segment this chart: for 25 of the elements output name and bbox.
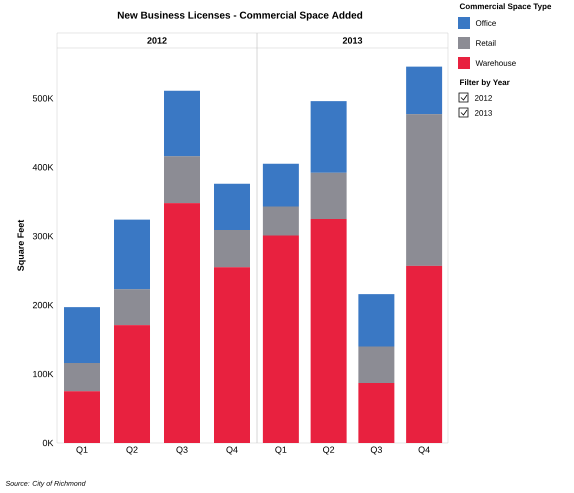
x-tick-label: Q3 <box>370 446 382 454</box>
text: 2013 <box>474 110 492 116</box>
x-tick-label: Q3 <box>176 446 188 454</box>
text: Filter by Year <box>460 79 510 87</box>
y-tick-label: 500K <box>32 95 54 102</box>
x-tick-label: Q4 <box>418 446 430 454</box>
y-tick-label: 200K <box>32 302 54 308</box>
y-tick-label: 300K <box>32 232 54 240</box>
x-tick-label: Q2 <box>126 446 138 454</box>
x-tick-label: Q4 <box>226 446 238 454</box>
y-tick-label: 100K <box>33 370 54 378</box>
x-tick-label: Q1 <box>76 446 88 454</box>
chart-subtitle: 2012 <box>147 37 167 44</box>
y-tick-label: 400K <box>32 164 54 170</box>
x-tick-label: Q1 <box>275 446 286 454</box>
legend-label: Office <box>476 20 496 26</box>
y-tick-label: 0K <box>42 440 54 446</box>
chart-title: New Business Licenses - Commercial Space Added <box>118 11 362 21</box>
text: 2012 <box>474 95 492 101</box>
y-axis-title: Square Feet <box>17 220 26 271</box>
legend-label: Retail <box>476 40 496 46</box>
legend-label: Warehouse <box>476 60 516 66</box>
legend-title: Commercial Space Type <box>460 3 552 11</box>
x-tick-label: Q2 <box>323 446 334 454</box>
chart-subtitle: 2013 <box>342 37 362 44</box>
